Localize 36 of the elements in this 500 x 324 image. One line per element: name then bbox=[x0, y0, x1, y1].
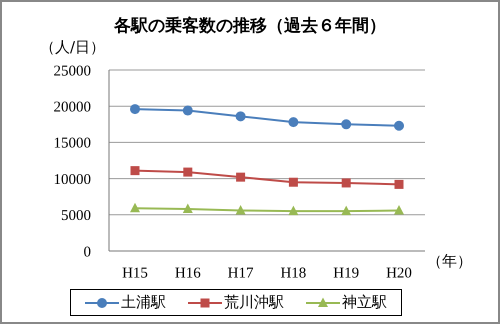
x-tick-label: H16 bbox=[174, 266, 202, 282]
legend-label: 神立駅 bbox=[342, 293, 387, 312]
point bbox=[342, 178, 351, 188]
point bbox=[341, 119, 352, 130]
point bbox=[130, 202, 140, 212]
x-tick-label: H20 bbox=[386, 266, 412, 282]
point bbox=[130, 166, 140, 176]
legend-label: 土浦駅 bbox=[121, 293, 166, 312]
point bbox=[183, 168, 192, 177]
x-axis-title: （年） bbox=[427, 252, 472, 271]
point bbox=[236, 172, 246, 182]
point bbox=[182, 106, 193, 116]
point bbox=[394, 204, 404, 214]
point bbox=[236, 111, 246, 122]
x-tick-label: H15 bbox=[122, 266, 148, 282]
x-tick-label: H19 bbox=[333, 266, 360, 282]
point bbox=[182, 204, 193, 214]
point bbox=[236, 204, 246, 214]
y-tick-label: 15000 bbox=[54, 136, 91, 152]
point bbox=[288, 206, 298, 216]
point bbox=[288, 178, 298, 187]
point bbox=[130, 104, 140, 114]
chart-title: 各駅の乗客数の推移（過去６年間） bbox=[112, 15, 387, 37]
point bbox=[394, 120, 404, 131]
y-tick-label: 5000 bbox=[61, 208, 91, 224]
point bbox=[394, 180, 404, 189]
point bbox=[341, 206, 352, 216]
y-tick-label: 25000 bbox=[54, 63, 91, 80]
y-tick-label: 20000 bbox=[54, 100, 91, 116]
y-tick-label: 0 bbox=[84, 244, 91, 260]
y-axis-title: （人/日） bbox=[40, 38, 106, 57]
y-tick-label: 10000 bbox=[54, 172, 91, 188]
point bbox=[288, 117, 298, 128]
x-tick-label: H17 bbox=[228, 266, 254, 282]
legend-label: 荒川沖駅 bbox=[224, 293, 284, 312]
x-tick-label: H18 bbox=[280, 266, 306, 282]
